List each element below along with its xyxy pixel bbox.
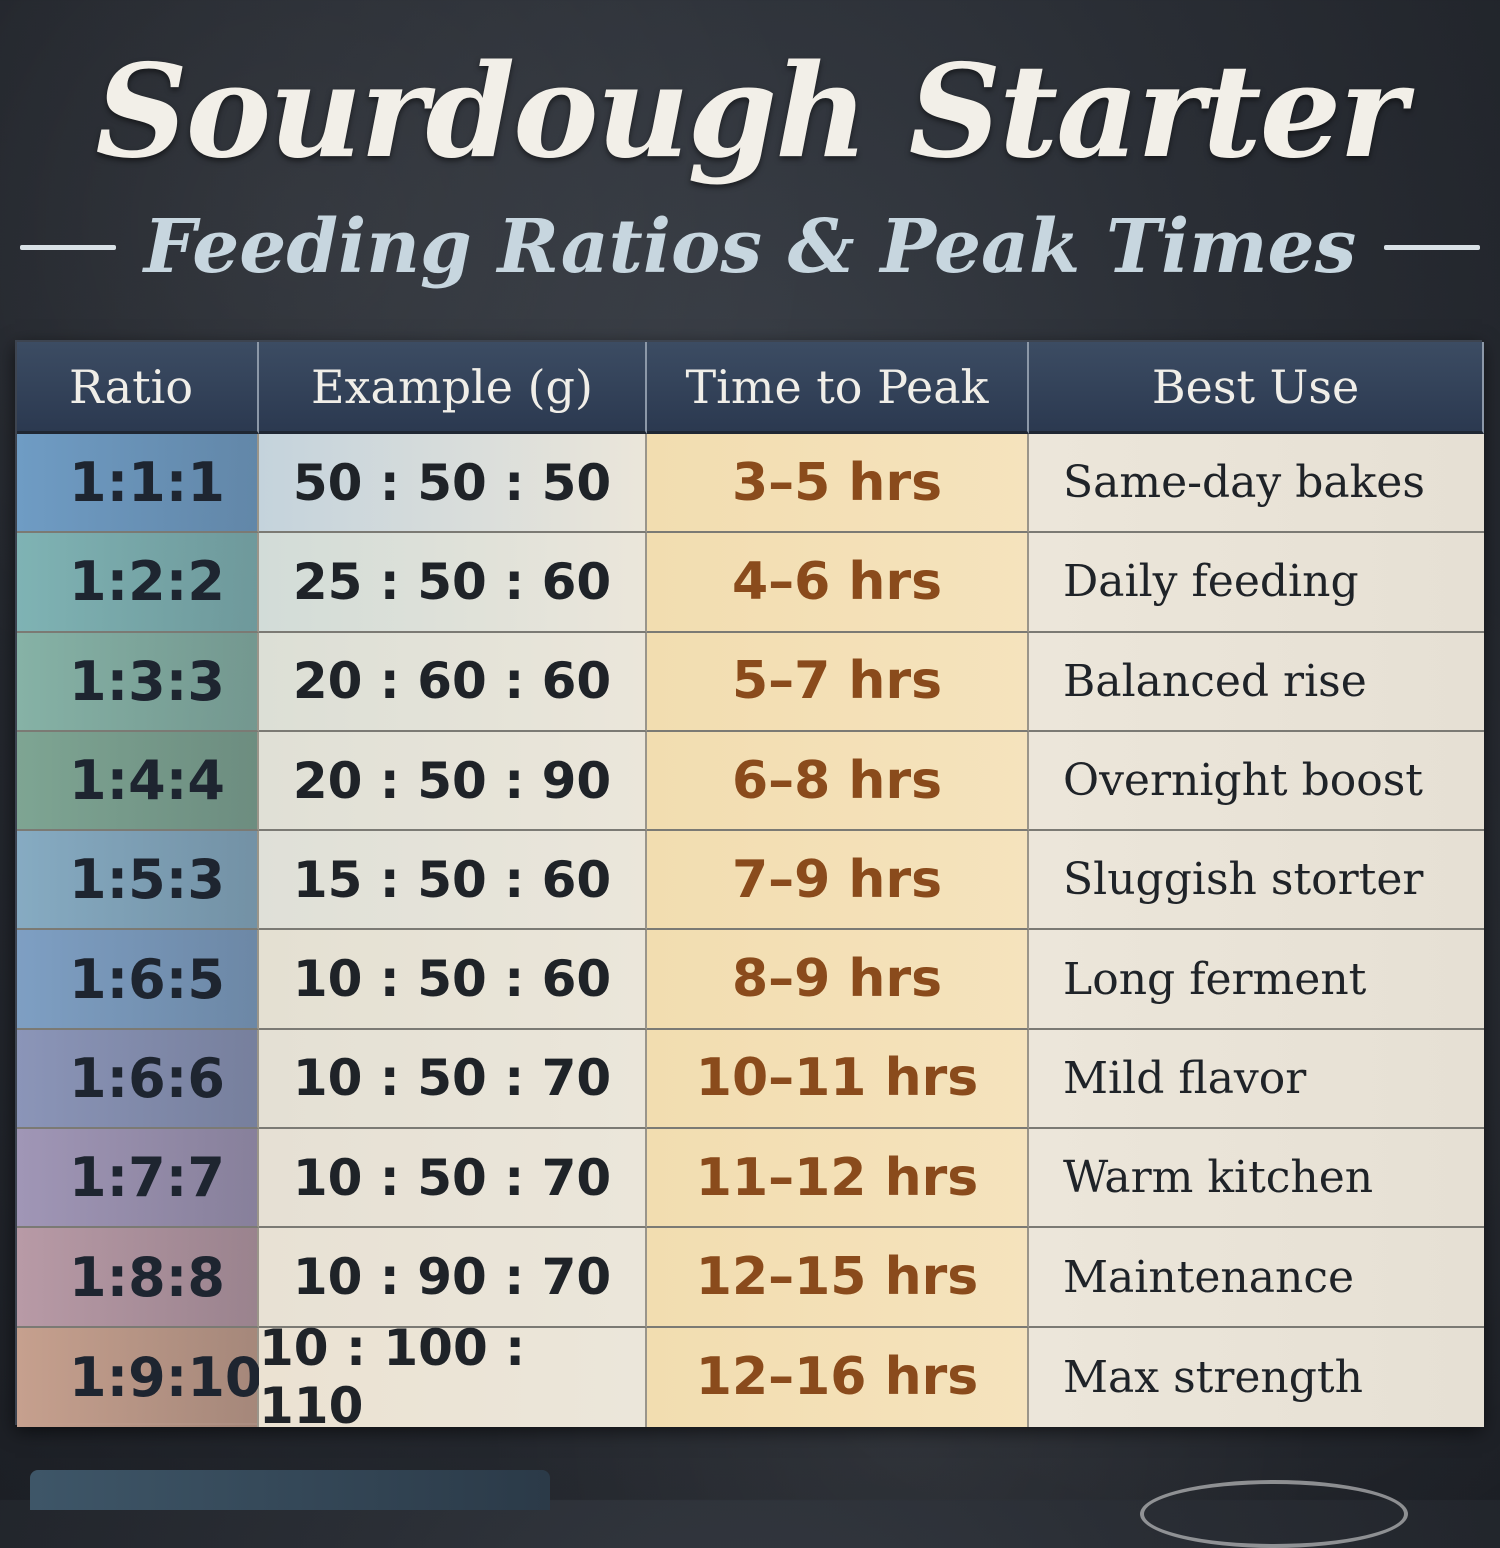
cell-time-to-peak: 3–5 hrs — [647, 434, 1029, 534]
cell-example: 10 : 50 : 70 — [259, 1129, 647, 1229]
cell-best-use: Maintenance — [1029, 1228, 1484, 1328]
header-ratio: Ratio — [17, 342, 259, 434]
cell-ratio: 1:3:3 — [17, 632, 259, 732]
cell-ratio: 1:6:5 — [17, 930, 259, 1030]
cell-best-use: Mild flavor — [1029, 1029, 1484, 1130]
cell-time-to-peak: 11–12 hrs — [647, 1129, 1029, 1229]
subtitle-left-rule — [19, 244, 116, 250]
header-best-use: Best Use — [1029, 342, 1484, 434]
cell-best-use: Warm kitchen — [1029, 1129, 1484, 1229]
cell-ratio: 1:8:8 — [17, 1228, 259, 1328]
header-example: Example (g) — [259, 342, 647, 434]
cell-example: 10 : 100 : 110 — [259, 1319, 647, 1435]
subtitle-right-rule — [1384, 244, 1481, 250]
cell-example: 10 : 50 : 70 — [259, 1029, 647, 1130]
cell-ratio: 1:6:6 — [17, 1029, 259, 1130]
cell-ratio: 1:1:1 — [17, 434, 259, 534]
cell-example: 50 : 50 : 50 — [259, 434, 647, 534]
cell-time-to-peak: 12–15 hrs — [647, 1228, 1029, 1328]
cell-example: 10 : 90 : 70 — [259, 1228, 647, 1328]
cell-ratio: 1:7:7 — [17, 1129, 259, 1229]
cell-best-use: Overnight boost — [1029, 731, 1484, 832]
cell-best-use: Max strength — [1029, 1327, 1484, 1427]
cell-time-to-peak: 10–11 hrs — [647, 1029, 1029, 1130]
bottom-tip-banner — [30, 1470, 550, 1510]
cell-time-to-peak: 12–16 hrs — [647, 1327, 1029, 1427]
cell-ratio: 1:2:2 — [17, 533, 259, 633]
cell-time-to-peak: 8–9 hrs — [647, 930, 1029, 1030]
cell-ratio: 1:9:10 — [17, 1327, 262, 1427]
cell-example: 25 : 50 : 60 — [259, 533, 647, 633]
page-subtitle: Feeding Ratios & Peak Times — [143, 204, 1357, 290]
bowl-illustration — [1140, 1480, 1408, 1548]
cell-time-to-peak: 7–9 hrs — [647, 831, 1029, 931]
cell-example: 20 : 50 : 90 — [259, 731, 647, 832]
cell-example: 10 : 50 : 60 — [259, 930, 647, 1030]
cell-ratio: 1:5:3 — [17, 831, 259, 931]
header-time-to-peak: Time to Peak — [647, 342, 1029, 434]
cell-time-to-peak: 6–8 hrs — [647, 731, 1029, 832]
cell-best-use: Same-day bakes — [1029, 434, 1484, 534]
page-title: Sourdough Starter — [95, 37, 1406, 187]
cell-ratio: 1:4:4 — [17, 731, 259, 832]
cell-best-use: Long ferment — [1029, 930, 1484, 1030]
feeding-ratio-table: Ratio Example (g) Time to Peak Best Use … — [15, 340, 1484, 1435]
cell-example: 20 : 60 : 60 — [259, 632, 647, 732]
cell-best-use: Balanced rise — [1029, 632, 1484, 732]
cell-time-to-peak: 5–7 hrs — [647, 632, 1029, 732]
cell-best-use: Daily feeding — [1029, 533, 1484, 633]
cell-example: 15 : 50 : 60 — [259, 831, 647, 931]
cell-best-use: Sluggish storter — [1029, 831, 1484, 931]
cell-time-to-peak: 4–6 hrs — [647, 533, 1029, 633]
subtitle-row: Feeding Ratios & Peak Times — [0, 210, 1500, 284]
